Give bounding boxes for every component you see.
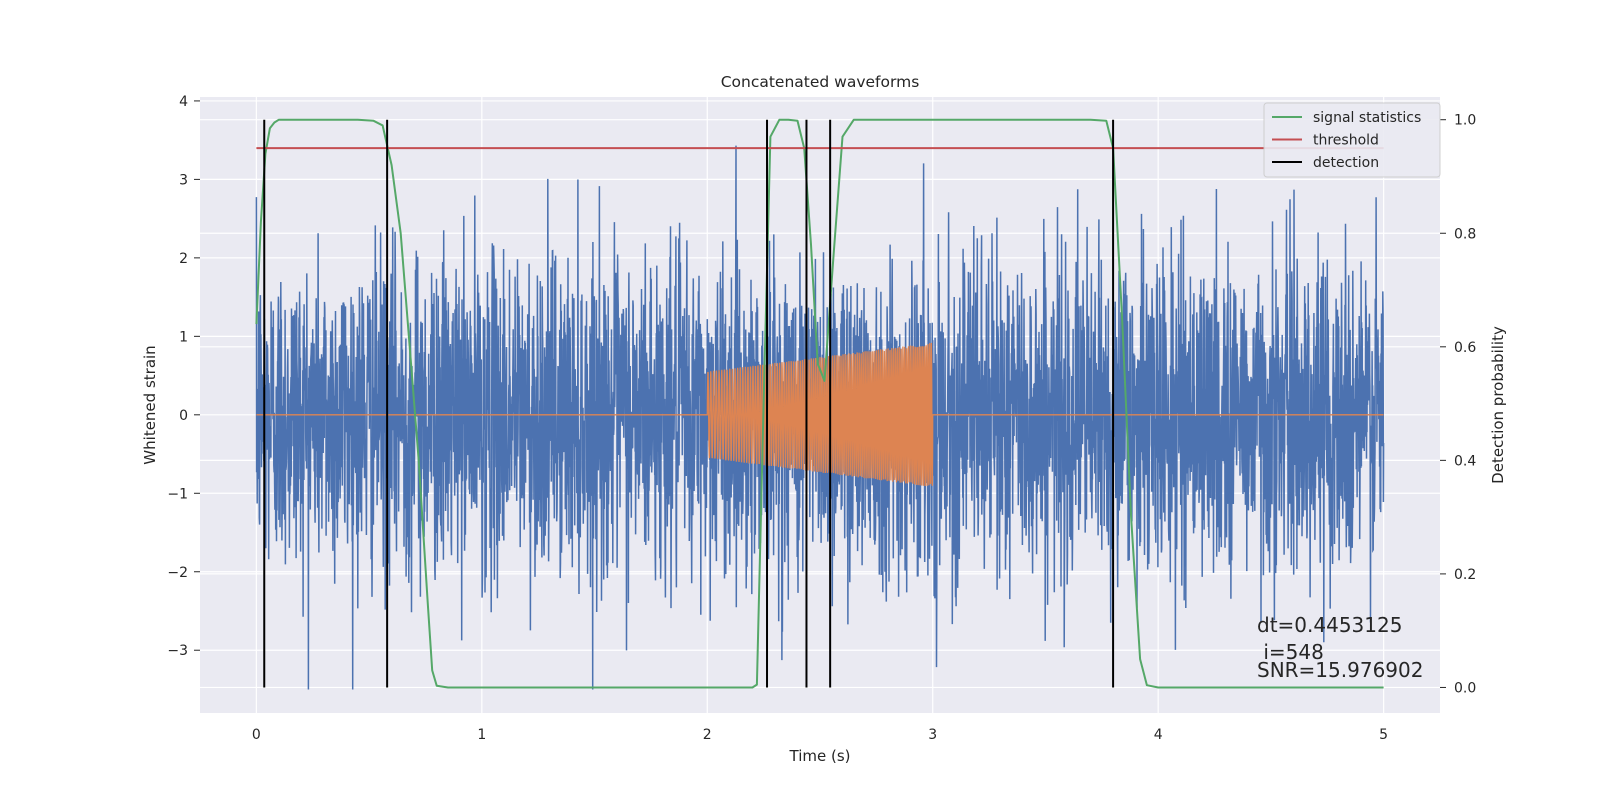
legend-label: signal statistics bbox=[1313, 110, 1421, 126]
y-tick-label: −1 bbox=[167, 486, 188, 502]
legend: signal statistics threshold detection bbox=[1263, 102, 1441, 178]
x-tick-label: 0 bbox=[252, 727, 261, 743]
annotation-index: i=548 bbox=[1257, 640, 1324, 664]
x-tick-label: 2 bbox=[703, 727, 712, 743]
y2-tick-label: 0.0 bbox=[1454, 680, 1476, 696]
y-tick-label: 2 bbox=[179, 251, 188, 267]
annotation-snr: SNR=15.976902 bbox=[1257, 658, 1423, 682]
y-tick-label: 0 bbox=[179, 408, 188, 424]
x-tick-label: 5 bbox=[1379, 727, 1388, 743]
y2-tick-label: 1.0 bbox=[1454, 113, 1476, 129]
y2-axis-label: Detection probability bbox=[1489, 326, 1507, 484]
y2-tick-label: 0.8 bbox=[1454, 226, 1476, 242]
y-tick-label: 3 bbox=[179, 172, 188, 188]
y-axis-label: Whitened strain bbox=[141, 345, 159, 464]
y2-tick-label: 0.4 bbox=[1454, 453, 1476, 469]
y-tick-label: 4 bbox=[179, 94, 188, 110]
annotation-dt: dt=0.4453125 bbox=[1257, 613, 1402, 637]
y2-tick-label: 0.6 bbox=[1454, 340, 1476, 356]
y-tick-label: −3 bbox=[167, 643, 188, 659]
x-tick-label: 4 bbox=[1154, 727, 1163, 743]
axes-layer: 0 1 2 3 4 5 −3 −2 −1 0 1 2 3 4 0.0 0.2 0.4 0.6 0.8 1.0 bbox=[167, 94, 1476, 743]
x-tick-label: 1 bbox=[477, 727, 486, 743]
y-tick-label: 1 bbox=[179, 329, 188, 345]
y-tick-label: −2 bbox=[167, 565, 188, 581]
chart-title: Concatenated waveforms bbox=[721, 73, 920, 91]
x-axis-label: Time (s) bbox=[789, 747, 851, 765]
y2-tick-label: 0.2 bbox=[1454, 567, 1476, 583]
x-tick-label: 3 bbox=[928, 727, 937, 743]
series-layer bbox=[255, 118, 1385, 690]
legend-label: detection bbox=[1313, 155, 1379, 171]
legend-label: threshold bbox=[1313, 133, 1379, 149]
injected-signal-line bbox=[256, 342, 1384, 487]
legend-box bbox=[1263, 102, 1441, 178]
